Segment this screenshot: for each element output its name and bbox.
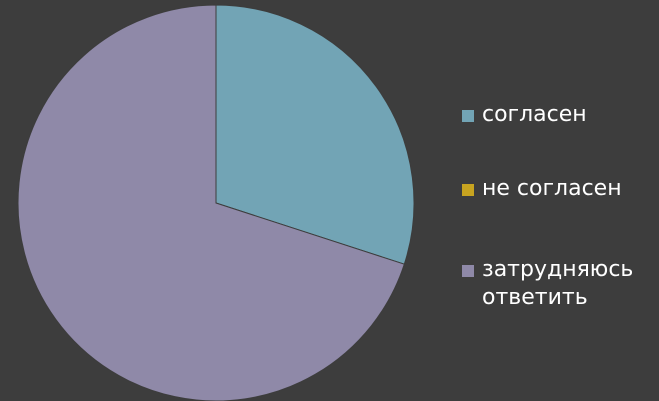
legend-swatch-undecided [462,265,474,277]
legend-item-agree: согласен [462,101,642,129]
pie-slice-agree [215,4,415,265]
legend-swatch-disagree [462,184,474,196]
pie-slice-undecided [17,4,405,401]
legend: согласен не согласен затрудняюсь ответит… [462,0,652,401]
legend-label-agree: согласен [482,102,587,127]
legend-item-disagree: не согласен [462,175,642,203]
legend-label-undecided: затрудняюсь ответить [482,257,634,310]
legend-swatch-agree [462,110,474,122]
legend-item-undecided: затрудняюсь ответить [462,256,642,312]
legend-label-disagree: не согласен [482,176,622,201]
